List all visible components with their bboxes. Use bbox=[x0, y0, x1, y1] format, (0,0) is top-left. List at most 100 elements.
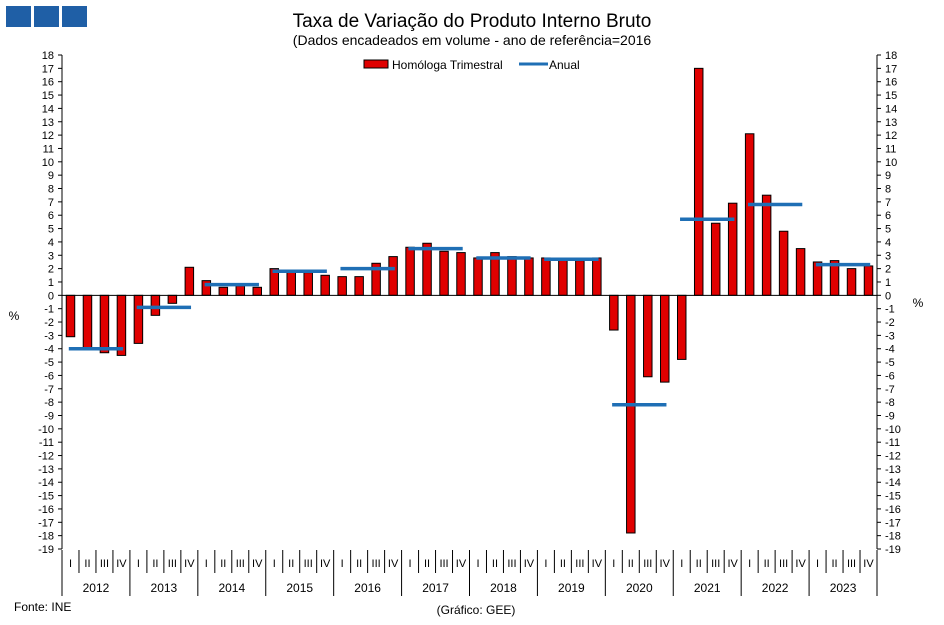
legend-label-annual: Anual bbox=[549, 58, 580, 72]
y-tick-label-left: -4 bbox=[44, 344, 54, 356]
x-quarter-label: II bbox=[764, 558, 770, 570]
y-tick-label-left: 7 bbox=[48, 197, 54, 209]
quarterly-bar bbox=[541, 257, 551, 296]
quarterly-bar bbox=[727, 202, 738, 296]
x-quarter-label: II bbox=[831, 558, 837, 570]
y-tick-label-left: 9 bbox=[48, 170, 54, 182]
quarterly-bar bbox=[812, 261, 823, 296]
quarterly-bar bbox=[710, 222, 721, 296]
x-quarter-label: IV bbox=[320, 558, 331, 570]
y-tick-label-right: 0 bbox=[885, 290, 891, 302]
x-quarter-label: II bbox=[628, 558, 634, 570]
y-tick-label-left: -11 bbox=[39, 437, 54, 449]
x-quarter-label: II bbox=[356, 558, 362, 570]
y-tick-label-right: -9 bbox=[885, 410, 895, 422]
y-tick-label-right: 11 bbox=[885, 143, 896, 155]
legend-swatch-quarterly bbox=[363, 59, 389, 69]
x-quarter-label: I bbox=[748, 558, 751, 570]
x-quarter-label: I bbox=[273, 558, 276, 570]
y-tick-label-right: 8 bbox=[885, 184, 891, 196]
y-tick-label-left: -16 bbox=[38, 504, 54, 516]
x-quarter-label: I bbox=[69, 558, 72, 570]
quarterly-bar bbox=[337, 276, 347, 296]
quarterly-bar bbox=[609, 294, 619, 331]
x-quarter-label: I bbox=[137, 558, 140, 570]
quarterly-bar bbox=[320, 274, 330, 296]
y-tick-label-right: -15 bbox=[885, 491, 901, 503]
x-quarter-label: IV bbox=[456, 558, 467, 570]
y-tick-label-left: -6 bbox=[44, 370, 54, 382]
quarterly-bar bbox=[388, 256, 398, 296]
quarterly-bar bbox=[676, 294, 687, 360]
quarterly-bar bbox=[558, 258, 568, 296]
quarterly-bar bbox=[150, 294, 161, 316]
x-quarter-label: II bbox=[492, 558, 498, 570]
quarterly-bar bbox=[235, 285, 246, 296]
x-quarter-label: II bbox=[560, 558, 566, 570]
y-tick-label-right: 16 bbox=[885, 77, 897, 89]
y-tick-label-right: -5 bbox=[885, 357, 895, 369]
y-tick-label-left: 5 bbox=[48, 224, 54, 236]
quarterly-bar bbox=[82, 294, 93, 350]
legend: Homóloga Trimestral Anual bbox=[363, 58, 580, 72]
annual-lines bbox=[68, 202, 871, 407]
quarterly-bar bbox=[422, 242, 432, 296]
x-year-label: 2021 bbox=[694, 581, 721, 595]
chart-subtitle: (Dados encadeados em volume - ano de ref… bbox=[293, 32, 652, 48]
y-tick-label-left: 12 bbox=[42, 130, 54, 142]
x-quarter-label: III bbox=[575, 558, 584, 570]
x-year-label: 2012 bbox=[83, 581, 110, 595]
x-quarter-label: III bbox=[507, 558, 516, 570]
x-quarter-label: III bbox=[439, 558, 448, 570]
quarterly-bar bbox=[456, 252, 466, 296]
legend-label-quarterly: Homóloga Trimestral bbox=[392, 58, 503, 72]
x-quarter-label: IV bbox=[727, 558, 738, 570]
x-quarter-label: III bbox=[304, 558, 313, 570]
quarterly-bar bbox=[116, 294, 127, 356]
x-year-label: 2013 bbox=[151, 581, 178, 595]
y-tick-label-right: 18 bbox=[885, 50, 897, 62]
quarterly-bar bbox=[778, 230, 789, 296]
x-quarter-label: IV bbox=[116, 558, 127, 570]
x-quarter-label: III bbox=[168, 558, 177, 570]
x-quarter-label: I bbox=[341, 558, 344, 570]
y-tick-label-left: 10 bbox=[42, 157, 54, 169]
x-quarter-label: III bbox=[711, 558, 720, 570]
x-quarter-label: II bbox=[152, 558, 158, 570]
x-year-label: 2018 bbox=[490, 581, 517, 595]
quarterly-bar bbox=[99, 294, 110, 354]
x-quarter-label: II bbox=[84, 558, 90, 570]
y-axis-label-right: % bbox=[913, 296, 924, 310]
x-year-label: 2020 bbox=[626, 581, 653, 595]
y-tick-label-right: 6 bbox=[885, 210, 891, 222]
y-tick-label-left: 2 bbox=[48, 264, 54, 276]
y-tick-label-right: -6 bbox=[885, 370, 895, 382]
y-tick-label-right: 17 bbox=[885, 63, 897, 75]
y-tick-label-right: -3 bbox=[885, 330, 895, 342]
y-tick-label-right: 5 bbox=[885, 224, 891, 236]
x-year-label: 2017 bbox=[422, 581, 449, 595]
x-quarter-label: IV bbox=[660, 558, 671, 570]
graph-credit: (Gráfico: GEE) bbox=[437, 603, 516, 617]
y-tick-label-left: 14 bbox=[42, 103, 54, 115]
logo-block-1 bbox=[6, 6, 31, 27]
quarterly-bar bbox=[405, 246, 415, 296]
logo-block-2 bbox=[34, 6, 59, 27]
x-quarter-label: II bbox=[696, 558, 702, 570]
y-tick-label-left: 15 bbox=[42, 90, 54, 102]
y-tick-label-left: -14 bbox=[38, 477, 54, 489]
y-tick-label-right: -17 bbox=[885, 517, 901, 529]
y-tick-label-left: -19 bbox=[38, 544, 54, 556]
quarterly-bar bbox=[507, 256, 517, 296]
y-axis-label-left: % bbox=[9, 309, 20, 323]
y-tick-label-right: -10 bbox=[885, 424, 901, 436]
quarterly-bar bbox=[473, 257, 483, 296]
y-tick-label-right: 7 bbox=[885, 197, 891, 209]
quarterly-bar bbox=[660, 294, 670, 383]
y-tick-label-left: 0 bbox=[48, 290, 54, 302]
x-quarter-label: II bbox=[220, 558, 226, 570]
quarterly-bar bbox=[252, 286, 263, 296]
x-year-label: 2015 bbox=[286, 581, 313, 595]
y-tick-label-left: -5 bbox=[44, 357, 54, 369]
quarterly-bar bbox=[439, 250, 449, 296]
